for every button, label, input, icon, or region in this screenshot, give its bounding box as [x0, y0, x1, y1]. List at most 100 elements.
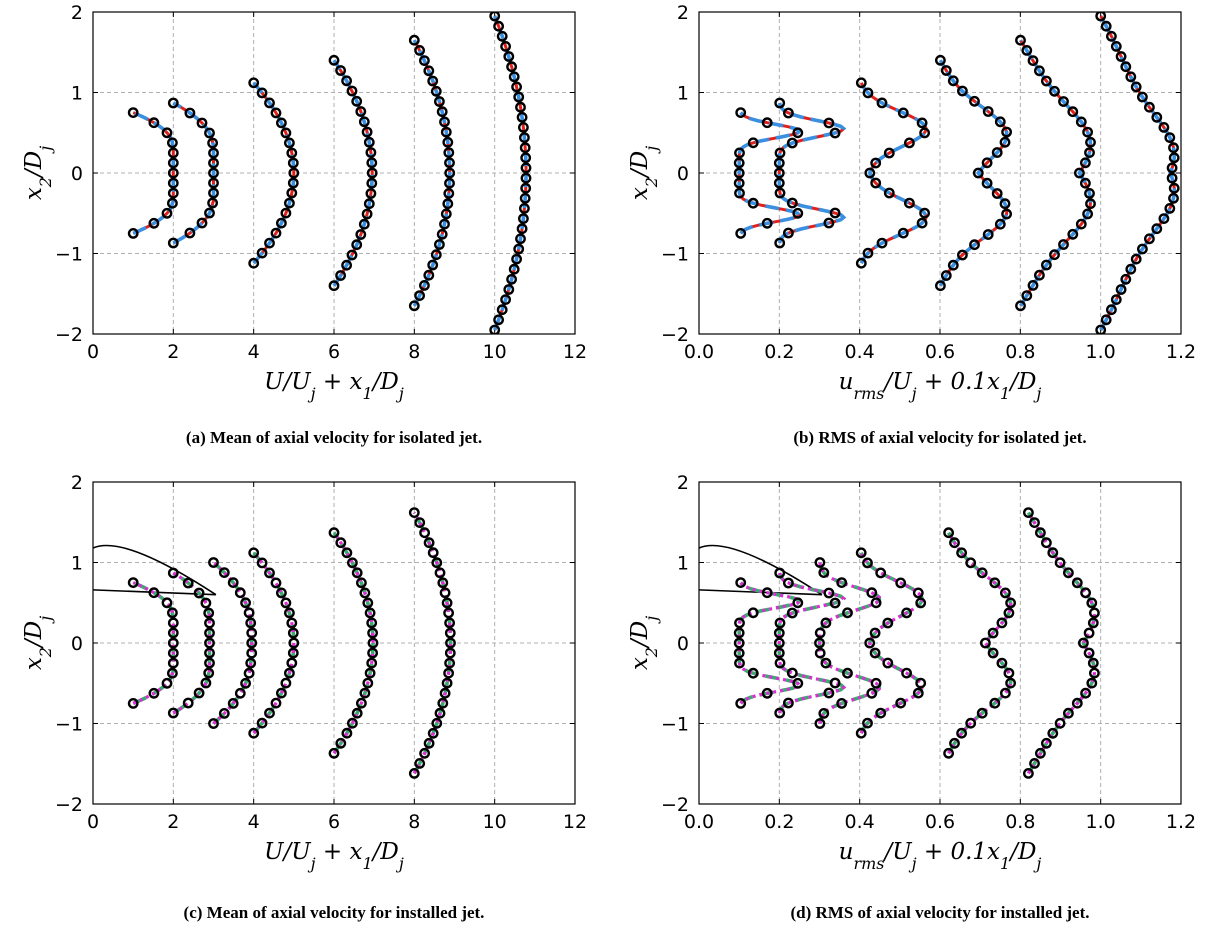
experiment-point — [256, 247, 268, 259]
experiment-point — [341, 547, 353, 559]
experiment-point — [1100, 314, 1112, 326]
experiment-point — [444, 177, 455, 189]
experiment-point — [949, 737, 960, 749]
experiment-point — [286, 617, 298, 629]
y-tick-label: −2 — [55, 324, 83, 346]
experiment-point — [227, 698, 239, 709]
experiment-point — [814, 637, 825, 649]
les-profile-line — [132, 111, 175, 235]
experiment-point — [207, 137, 219, 149]
experiment-point — [855, 77, 867, 89]
experiment-point — [773, 157, 785, 169]
experiment-point — [1041, 75, 1052, 87]
experiment-point — [1084, 187, 1095, 199]
experiment-point — [418, 279, 430, 291]
experiment-point — [1023, 507, 1034, 518]
y-tick-label: 1 — [677, 553, 689, 575]
experiment-point — [439, 687, 451, 699]
experiment-point — [431, 717, 443, 729]
experiment-point — [1001, 208, 1012, 220]
experiment-point — [823, 687, 835, 699]
y-tick-label: 0 — [71, 633, 83, 655]
x-tick-label: 10 — [483, 341, 507, 363]
experiment-point — [994, 218, 1006, 230]
experiment-point — [969, 239, 980, 251]
experiment-point — [786, 667, 798, 679]
experiment-point — [423, 537, 435, 549]
experiment-point — [245, 657, 257, 669]
experiment-point — [423, 65, 435, 77]
experiment-point — [1078, 637, 1089, 649]
experiment-point — [996, 657, 1008, 669]
experiment-point — [774, 147, 786, 159]
experiment-point — [515, 233, 526, 245]
experiment-point — [1137, 91, 1148, 103]
experiment-point — [442, 136, 454, 148]
experiment-point — [774, 657, 786, 669]
experiment-point — [346, 557, 358, 569]
experiment-point — [747, 137, 759, 149]
experiment-point — [949, 537, 960, 549]
experiment-point — [218, 567, 230, 578]
experiment-point — [855, 257, 867, 269]
experiment-point — [240, 597, 252, 609]
experiment-point — [1058, 96, 1069, 107]
experiment-point — [367, 647, 378, 659]
experiment-point — [774, 237, 786, 249]
experiment-point — [940, 65, 952, 76]
y-tick-label: 1 — [677, 83, 689, 105]
x-tick-label: 0.8 — [1005, 341, 1035, 363]
y-tick-label: 2 — [677, 2, 689, 24]
experiment-point — [786, 197, 798, 209]
experiment-point — [1084, 147, 1095, 159]
experiment-point — [783, 697, 794, 709]
model-profile-dashed — [938, 59, 1009, 287]
experiment-point — [127, 227, 139, 239]
experiment-point — [904, 137, 915, 149]
experiment-point — [1029, 758, 1040, 769]
experiment-point — [355, 229, 367, 240]
experiment-point — [520, 182, 532, 194]
model-profile-dashed — [493, 15, 528, 331]
panel-b: 0.0 0.2 0.4 0.6 0.8 1.0 1.2 −2 −1 0 1 2 urms/Uj + 0.… — [627, 2, 1196, 447]
experiment-point — [976, 707, 988, 719]
x-tick-label: 4 — [248, 341, 260, 363]
experiment-point — [208, 187, 219, 199]
experiment-point — [991, 147, 1003, 158]
experiment-point — [1005, 597, 1016, 609]
experiment-point — [976, 567, 988, 579]
y-tick-label: −1 — [661, 244, 689, 266]
experiment-point — [328, 54, 340, 66]
panel-d: 0.0 0.2 0.4 0.6 0.8 1.0 1.2 −2 −1 0 1 2 urms/Uj + 0.… — [627, 472, 1196, 922]
experiment-point — [207, 197, 219, 209]
experiment-point — [335, 537, 347, 549]
experiment-point — [161, 597, 173, 609]
experiment-point — [1047, 727, 1059, 739]
experiment-point — [208, 157, 219, 169]
experiment-point — [423, 269, 435, 281]
experiment-point — [335, 737, 347, 749]
experiment-point — [912, 587, 924, 599]
experiment-point — [270, 577, 282, 589]
experiment-point — [735, 577, 747, 588]
experiment-point — [1003, 607, 1015, 619]
experiment-point — [842, 667, 853, 679]
experiment-point — [515, 101, 526, 113]
experiment-point — [897, 107, 909, 119]
experiment-point — [1054, 557, 1066, 569]
experiment-point — [1075, 218, 1087, 230]
experiment-point — [204, 207, 215, 219]
experiment-point — [431, 557, 443, 569]
experiment-point — [1021, 45, 1033, 56]
experiment-point — [1164, 202, 1176, 214]
experiment-point — [427, 727, 439, 739]
experiment-point — [408, 34, 420, 46]
experiment-point — [364, 607, 376, 619]
experiment-point — [901, 607, 912, 619]
experiment-point — [365, 147, 377, 158]
y-tick-label: −1 — [55, 714, 83, 736]
experiment-point — [733, 177, 745, 189]
experiment-point — [862, 557, 873, 569]
